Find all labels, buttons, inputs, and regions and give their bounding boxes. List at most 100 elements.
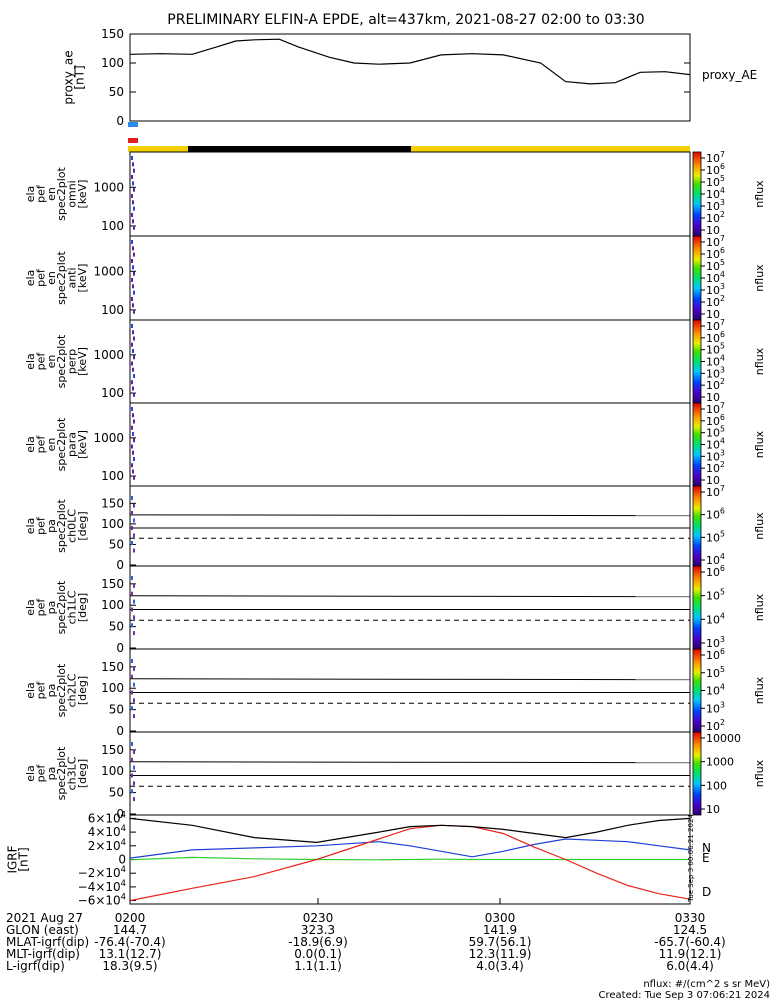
- spectrum-cb-label: 107: [706, 318, 725, 333]
- tick-base: 10: [706, 284, 720, 297]
- spectrum-cb-label: 104: [706, 186, 725, 201]
- spectrum-panel: 1000100elapefenspec2plotpara[keV]1071061…: [24, 401, 766, 487]
- spectrum-pixel: [132, 200, 134, 205]
- tick-exponent: 4: [720, 611, 725, 620]
- pitch-tick-label: 100: [101, 598, 124, 612]
- spectrum-cb-label: 103: [706, 448, 725, 463]
- footer-value: 11.9(12.1): [659, 947, 722, 961]
- ae-tick-label: 50: [109, 85, 124, 99]
- spectrum-cb-label: 102: [706, 377, 725, 392]
- spectrum-tick-label: 100: [101, 303, 124, 317]
- spectrum-cb-label: 10: [706, 474, 720, 487]
- tick-exponent: 6: [720, 330, 725, 339]
- pitch-pixel: [131, 496, 133, 500]
- pitch-frame: [129, 648, 691, 733]
- pitch-pixel: [133, 666, 135, 671]
- ae-tick-label: 0: [116, 114, 124, 128]
- tick-exponent: 4: [121, 864, 126, 874]
- tick-exponent: 2: [720, 210, 725, 219]
- tick-base: 10: [706, 509, 720, 522]
- spectrum-ylabel: pef: [34, 435, 47, 454]
- spectrum-ylabel: perp: [66, 349, 79, 374]
- tick-base: 10: [706, 554, 720, 567]
- pitch-upper-line: [129, 761, 691, 764]
- footer-value: -65.7(-60.4): [654, 935, 725, 949]
- pitch-pixel: [131, 789, 133, 794]
- footer-value: 0200: [115, 911, 146, 925]
- footer-value: 13.1(12.7): [99, 947, 162, 961]
- pitch-pixel: [131, 742, 133, 746]
- spectrum-pixel: [132, 181, 134, 186]
- spectrum-frame: [129, 151, 691, 237]
- pitch-ylabel: ch0LC: [66, 509, 79, 543]
- pitch-ylabel: spec2plot: [55, 663, 68, 717]
- tick-base: 10: [706, 403, 720, 416]
- spectrum-ylabel: ela: [24, 353, 37, 370]
- footer-row-label: MLT-igrf(dip): [6, 947, 80, 961]
- footer-value: 323.3: [301, 923, 335, 937]
- footer-value: 0330: [675, 911, 706, 925]
- tick-base: 10: [706, 379, 720, 392]
- tick-base: 10: [706, 152, 720, 165]
- spectrum-tick-label: 1000: [93, 264, 124, 278]
- tick-base: 10: [706, 427, 720, 440]
- spectrum-pixel: [133, 355, 135, 360]
- spectrum-pixel: [133, 457, 135, 461]
- spectrum-cb-title: nflux: [753, 430, 766, 458]
- spectrum-cb-label: 105: [706, 258, 725, 273]
- pitch-ylabel: pef: [34, 681, 47, 700]
- tick-exponent: 6: [720, 162, 725, 171]
- pitch-ylabel: [deg]: [76, 511, 89, 540]
- spectrum-cb-label: 105: [706, 425, 725, 440]
- status-bars: [128, 122, 690, 152]
- igrf-tick-label: 6×104: [88, 809, 126, 825]
- pitch-cb-label: 107: [706, 484, 725, 499]
- spectrum-colorbar: [692, 235, 702, 321]
- spectrum-cb-label: 106: [706, 162, 725, 177]
- spectrum-pixel: [131, 278, 133, 282]
- spectrum-cb-label: 107: [706, 150, 725, 165]
- spectrum-pixel: [131, 259, 133, 263]
- spectrum-ylabel: pef: [34, 352, 47, 371]
- spectrum-ylabel: [keV]: [76, 430, 89, 459]
- pitch-pixel: [133, 749, 135, 754]
- pitch-pixel: [133, 533, 135, 538]
- spectrum-cb-label: 103: [706, 282, 725, 297]
- tick-exponent: 6: [720, 647, 725, 656]
- spectrum-pixel: [131, 444, 133, 449]
- tick-exponent: 7: [720, 234, 725, 243]
- igrf-tick-label: −2×104: [78, 864, 126, 880]
- igrf-tick-label: 4×104: [88, 823, 126, 839]
- igrf-line-n: [129, 838, 691, 859]
- pitch-pixel: [131, 607, 133, 612]
- tick-exponent: 4: [720, 437, 725, 446]
- spectrum-pixel: [131, 361, 133, 366]
- spectrum-panel: 1000100elapefenspec2plotomni[keV]1071061…: [24, 150, 766, 237]
- tick-base: 10: [706, 236, 720, 249]
- footer-value: -18.9(6.9): [288, 935, 348, 949]
- tick-exponent: 7: [720, 150, 725, 159]
- tick-exponent: 6: [720, 564, 725, 573]
- pitch-panel: 150100500elapefpaspec2plotch0LC[deg]1071…: [24, 484, 766, 572]
- pitch-cb-label: 10: [706, 803, 720, 816]
- pitch-ylabel: ela: [24, 682, 37, 699]
- ae-legend: proxy_AE: [702, 68, 757, 82]
- tick-base: 10: [706, 649, 720, 662]
- tick-exponent: 7: [720, 401, 725, 410]
- tick-base: 4×10: [88, 825, 121, 839]
- pitch-pixel: [131, 690, 133, 695]
- pitch-tick-label: 50: [109, 786, 124, 800]
- spectrum-cb-label: 10: [706, 224, 720, 237]
- pitch-pixel: [133, 583, 135, 588]
- spectrum-ylabel: omni: [66, 180, 79, 207]
- pitch-cb-label: 106: [706, 507, 725, 522]
- spectrum-ylabel: en: [45, 187, 58, 201]
- tick-base: 10: [706, 260, 720, 273]
- spectrum-cb-label: 107: [706, 401, 725, 416]
- spectrum-pixel: [132, 219, 134, 224]
- spectrum-pixel: [132, 303, 134, 308]
- footer-value: 1.1(1.1): [294, 959, 342, 973]
- igrf-ylabel: IGRF: [5, 845, 19, 873]
- spectrum-pixel: [131, 156, 133, 160]
